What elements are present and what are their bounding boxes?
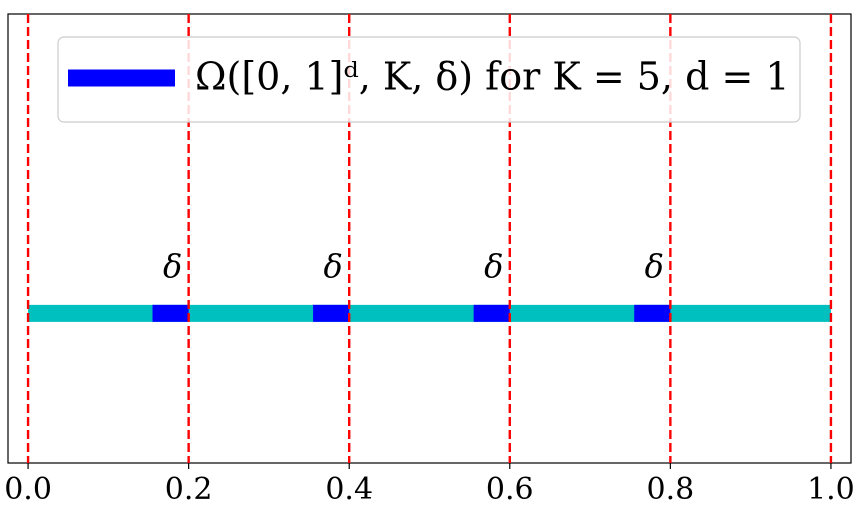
x-tick-label: 0.8 xyxy=(646,472,694,506)
annotation: δ xyxy=(163,247,182,285)
delta-segment xyxy=(152,304,189,322)
delta-segment xyxy=(634,304,671,322)
annotation: δ xyxy=(324,247,343,285)
x-tick-label: 0.0 xyxy=(4,472,52,506)
x-tick-label: 1.0 xyxy=(807,472,855,506)
legend-box xyxy=(57,36,801,123)
delta-segment xyxy=(473,304,510,322)
x-tick-label: 0.4 xyxy=(325,472,373,506)
x-tick-label: 0.6 xyxy=(486,472,534,506)
delta-segment xyxy=(313,304,350,322)
annotation: δ xyxy=(645,247,664,285)
legend-label: Ω([0, 1]ᵈ, K, δ) for K = 5, d = 1 xyxy=(195,55,790,99)
annotation: δ xyxy=(484,247,503,285)
x-tick-label: 0.2 xyxy=(165,472,213,506)
